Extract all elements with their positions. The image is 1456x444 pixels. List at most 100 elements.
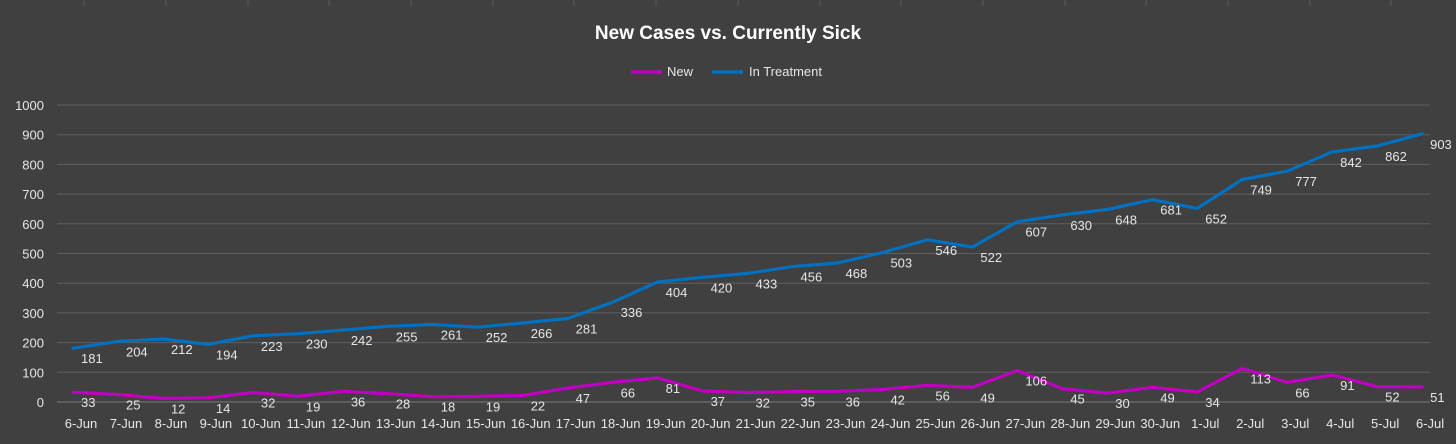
chart-title: New Cases vs. Currently Sick [595, 23, 862, 44]
x-tick-label: 28-Jun [1050, 416, 1090, 431]
data-label-new: 52 [1385, 390, 1399, 405]
x-tick-label: 19-Jun [646, 416, 686, 431]
x-tick-label: 18-Jun [601, 416, 641, 431]
data-label-new: 19 [486, 399, 500, 414]
data-label-new: 30 [1115, 396, 1129, 411]
x-tick-label: 13-Jun [376, 416, 416, 431]
data-label-in-treatment: 433 [756, 276, 778, 291]
x-tick-label: 11-Jun [286, 416, 325, 431]
y-tick-label: 300 [22, 306, 44, 321]
y-tick-label: 800 [22, 157, 44, 172]
x-tick-label: 2-Jul [1236, 416, 1264, 431]
data-label-in-treatment: 522 [980, 250, 1002, 265]
x-tick-label: 1-Jul [1191, 416, 1219, 431]
data-label-in-treatment: 212 [171, 342, 193, 357]
data-label-in-treatment: 681 [1160, 203, 1182, 218]
data-label-in-treatment: 266 [531, 326, 553, 341]
data-label-new: 28 [396, 397, 410, 412]
spreadsheet-gridlines [83, 0, 1392, 6]
data-label-in-treatment: 648 [1115, 213, 1137, 228]
x-tick-label: 21-Jun [736, 416, 776, 431]
data-label-in-treatment: 223 [261, 339, 283, 354]
data-label-new: 36 [845, 394, 859, 409]
data-label-new: 25 [126, 398, 140, 413]
x-tick-label: 30-Jun [1140, 416, 1180, 431]
data-label-new: 113 [1250, 371, 1271, 386]
data-label-new: 106 [1025, 374, 1047, 389]
x-tick-label: 25-Jun [916, 416, 956, 431]
data-label-new: 42 [890, 393, 904, 408]
data-label-new: 49 [980, 390, 994, 405]
data-label-in-treatment: 252 [486, 330, 508, 345]
data-label-new: 51 [1430, 390, 1444, 405]
x-axis: 6-Jun 7-Jun 8-Jun 9-Jun 10-Jun 11-Jun 12-Jun 13… [65, 416, 1445, 431]
x-tick-label: 16-Jun [511, 416, 551, 431]
x-tick-label: 29-Jun [1095, 416, 1135, 431]
series-lines [71, 132, 1424, 400]
chart-gridlines [57, 104, 1430, 403]
data-label-new: 34 [1205, 395, 1219, 410]
x-tick-label: 9-Jun [200, 416, 233, 431]
data-label-in-treatment: 336 [621, 305, 643, 320]
x-tick-label: 15-Jun [466, 416, 506, 431]
data-label-new: 45 [1070, 392, 1084, 407]
data-label-in-treatment: 281 [576, 322, 598, 337]
x-tick-label: 8-Jun [155, 416, 188, 431]
x-tick-label: 3-Jul [1281, 416, 1309, 431]
data-label-new: 33 [81, 395, 95, 410]
data-label-new: 66 [621, 385, 635, 400]
series-line-in-treatment [71, 132, 1424, 350]
data-label-new: 36 [351, 394, 365, 409]
data-label-in-treatment: 230 [306, 337, 328, 352]
data-label-in-treatment: 842 [1340, 155, 1362, 170]
data-label-in-treatment: 404 [666, 285, 688, 300]
data-label-new: 56 [935, 388, 949, 403]
data-label-in-treatment: 181 [81, 351, 103, 366]
y-tick-label: 400 [22, 276, 44, 291]
data-label-new: 47 [576, 391, 590, 406]
data-label-in-treatment: 607 [1025, 225, 1047, 240]
data-label-new: 32 [261, 395, 275, 410]
data-label-in-treatment: 242 [351, 333, 373, 348]
x-tick-label: 27-Jun [1005, 416, 1045, 431]
x-tick-label: 20-Jun [691, 416, 731, 431]
x-tick-label: 24-Jun [871, 416, 911, 431]
data-label-in-treatment: 903 [1430, 137, 1452, 152]
data-label-in-treatment: 194 [216, 347, 238, 362]
data-label-in-treatment: 420 [711, 280, 733, 295]
x-tick-label: 22-Jun [781, 416, 821, 431]
y-tick-label: 200 [22, 336, 44, 351]
y-tick-label: 500 [22, 247, 44, 262]
data-label-new: 66 [1295, 385, 1309, 400]
data-label-in-treatment: 777 [1295, 174, 1317, 189]
data-label-in-treatment: 546 [935, 243, 957, 258]
y-tick-label: 0 [37, 395, 44, 410]
legend-label-new: New [667, 64, 694, 79]
data-labels: 33 25 12 14 32 19 36 28 18 19 22 47 66 81 37 32 35 36 42 56… [81, 137, 1452, 417]
data-label-in-treatment: 630 [1070, 218, 1092, 233]
data-label-new: 37 [711, 394, 725, 409]
data-label-in-treatment: 261 [441, 327, 463, 342]
x-tick-label: 23-Jun [826, 416, 866, 431]
x-tick-label: 12-Jun [331, 416, 371, 431]
y-tick-label: 600 [22, 217, 44, 232]
data-label-new: 91 [1340, 378, 1354, 393]
x-tick-label: 26-Jun [961, 416, 1001, 431]
data-label-new: 19 [306, 399, 320, 414]
data-label-new: 12 [171, 401, 185, 416]
x-tick-label: 4-Jul [1326, 416, 1354, 431]
data-label-in-treatment: 862 [1385, 149, 1407, 164]
series-line-new [71, 366, 1424, 400]
x-tick-label: 5-Jul [1371, 416, 1399, 431]
x-tick-label: 6-Jul [1416, 416, 1444, 431]
data-label-in-treatment: 503 [890, 256, 912, 271]
data-label-new: 22 [531, 398, 545, 413]
x-tick-label: 6-Jun [65, 416, 98, 431]
x-tick-label: 10-Jun [241, 416, 281, 431]
data-label-in-treatment: 652 [1205, 211, 1227, 226]
y-axis: 0 100 200 300 400 500 600 700 800 900 1000 [15, 98, 44, 410]
x-tick-label: 14-Jun [421, 416, 461, 431]
